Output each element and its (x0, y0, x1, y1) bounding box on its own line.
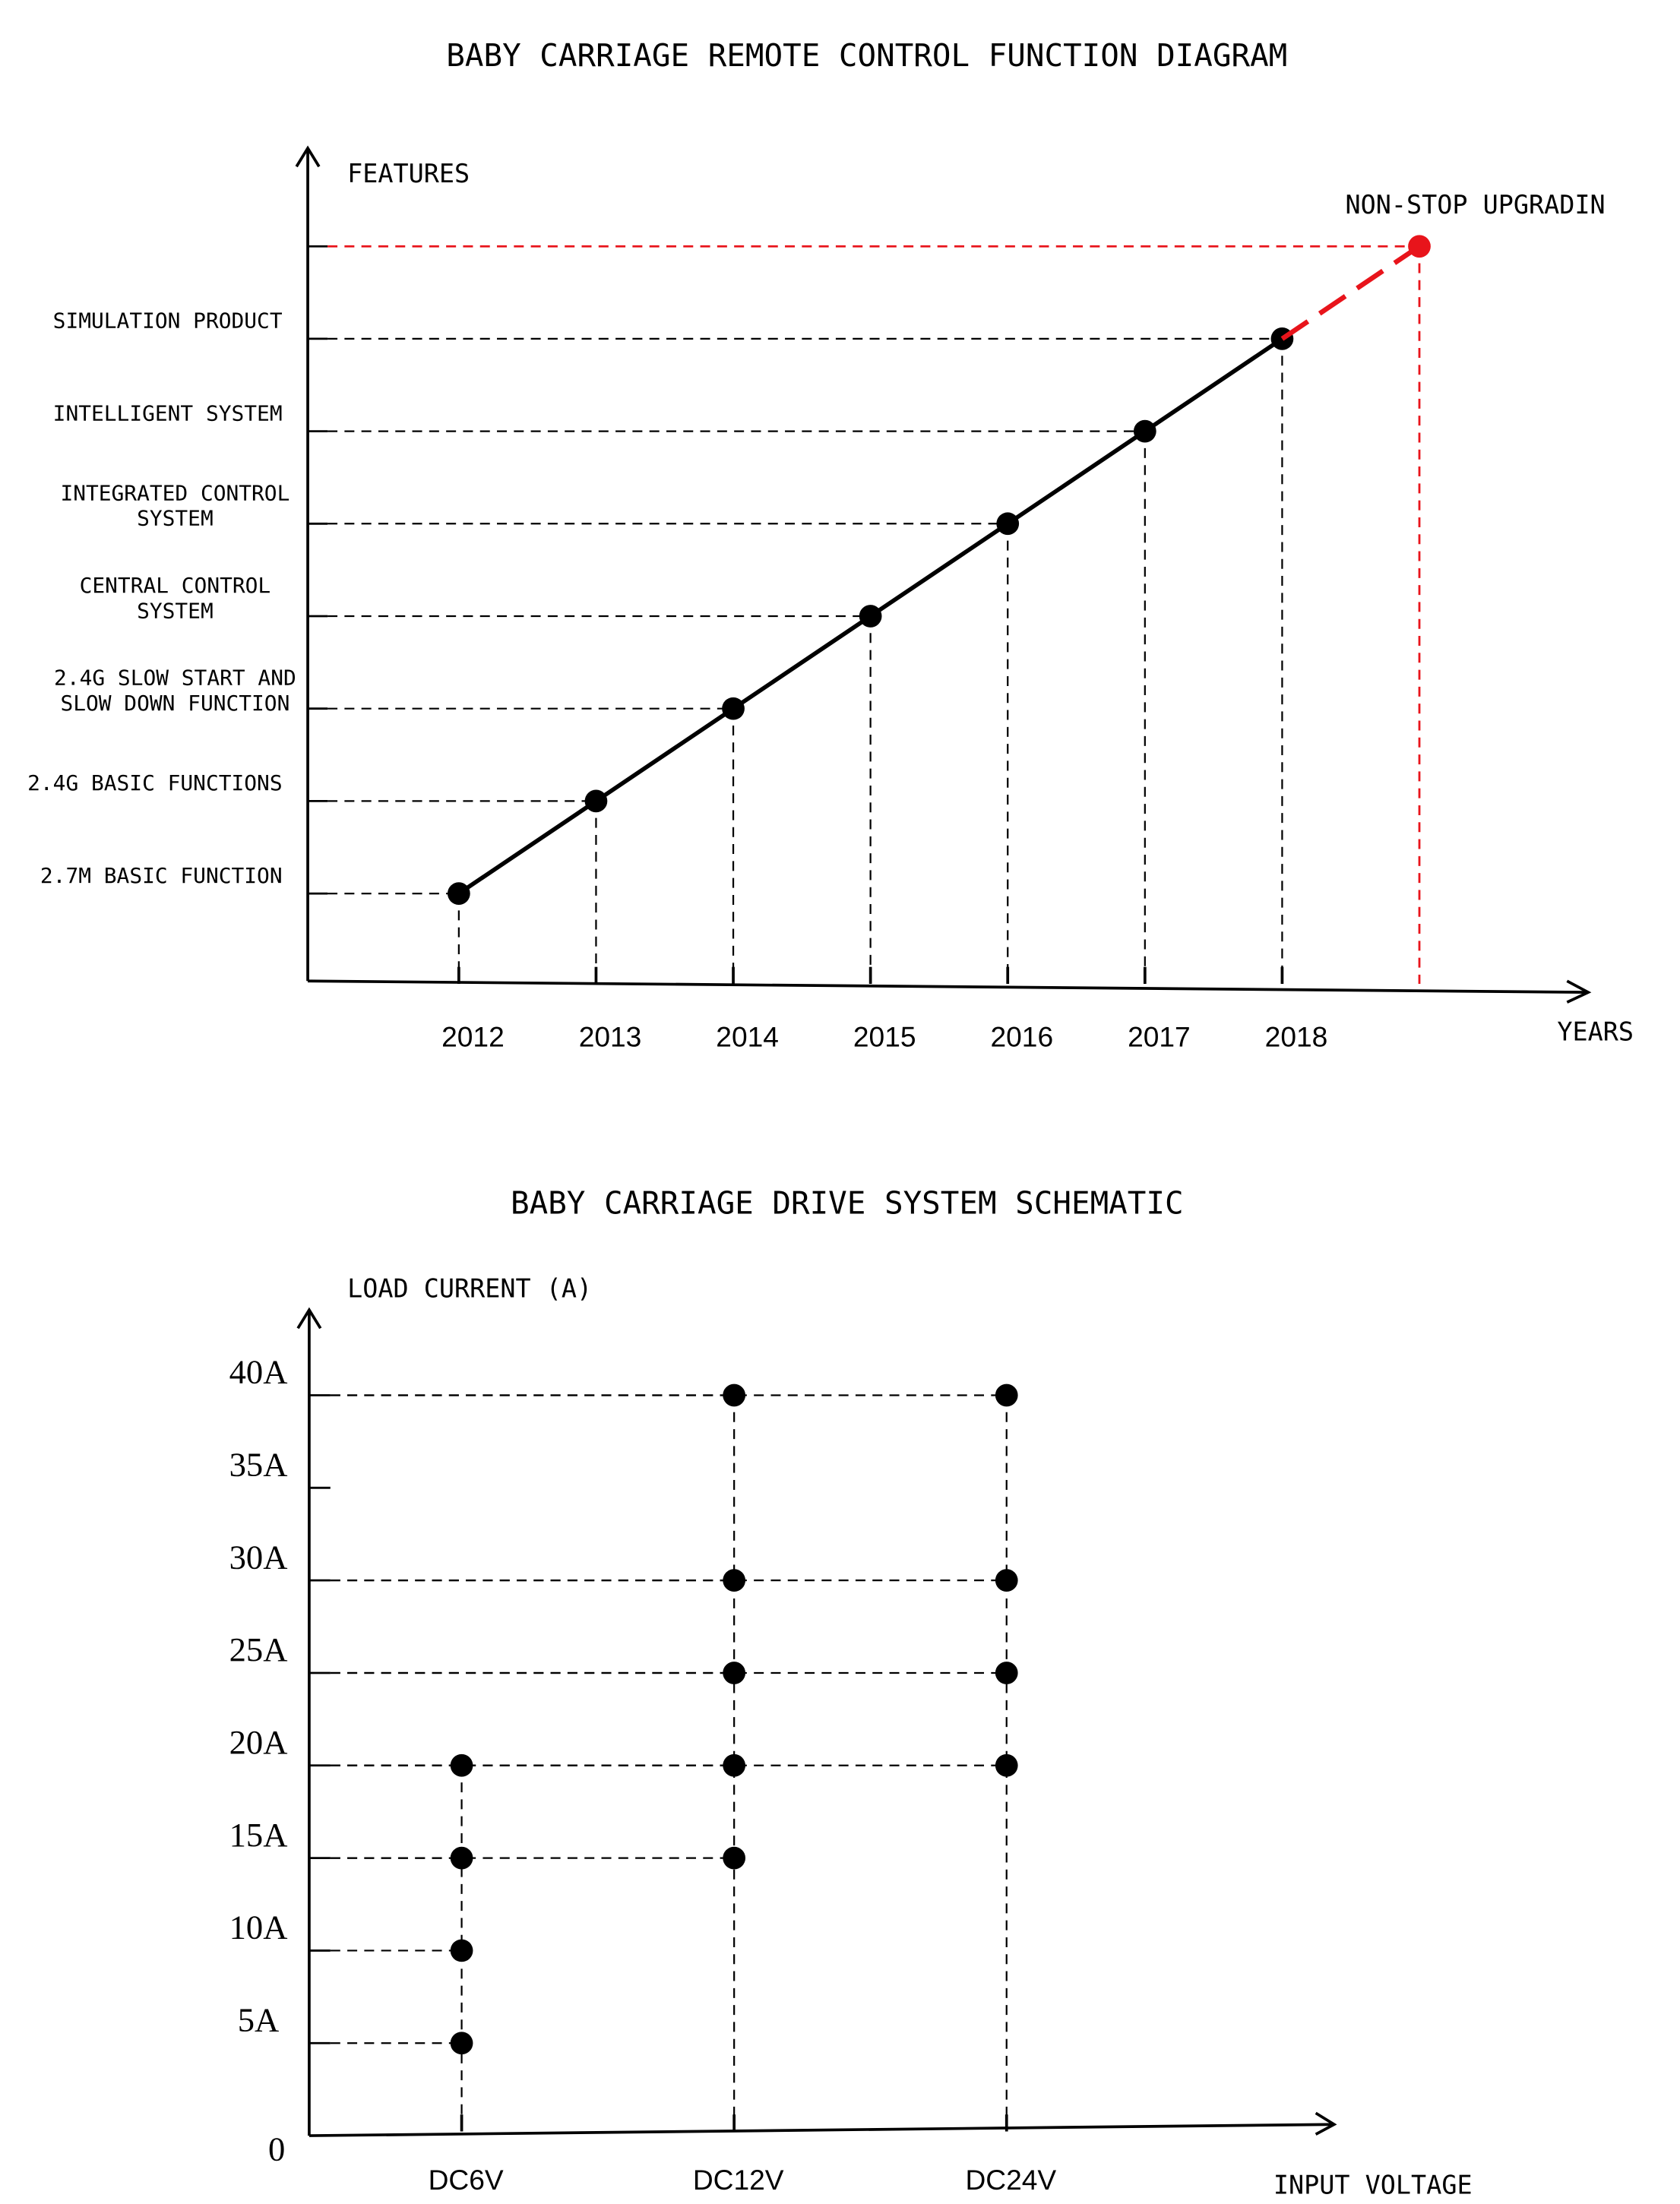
x-tick-label: 2017 (1128, 1020, 1191, 1052)
projection-line (1280, 244, 1421, 341)
y-tick-label: INTEGRATED CONTROL SYSTEM (60, 480, 289, 530)
milestone-point (722, 697, 745, 720)
current-point (450, 2032, 473, 2055)
current-point (450, 1753, 473, 1777)
y-tick-label: 0 (268, 2130, 285, 2168)
milestone-point (996, 512, 1020, 536)
x-tick-label: 2014 (716, 1020, 779, 1052)
chart-title: BABY CARRIAGE REMOTE CONTROL FUNCTION DI… (446, 37, 1287, 74)
chart-title: BABY CARRIAGE DRIVE SYSTEM SCHEMATIC (511, 1185, 1184, 1222)
y-tick-label: 35A (229, 1446, 288, 1484)
x-axis-label: YEARS (1557, 1017, 1634, 1047)
x-tick-label: DC12V (693, 2164, 784, 2196)
x-tick-label: 2018 (1265, 1020, 1328, 1052)
current-point (450, 1846, 473, 1870)
y-tick-label: 15A (229, 1816, 288, 1854)
current-point (995, 1753, 1018, 1777)
current-point (995, 1383, 1018, 1407)
y-tick-label: 2.7M BASIC FUNCTION (40, 863, 283, 888)
milestone-point (859, 605, 882, 628)
x-axis (308, 2123, 1334, 2137)
milestone-point (1133, 419, 1156, 443)
y-tick-label: 10A (229, 1908, 288, 1946)
y-tick-label: 5A (238, 2000, 279, 2038)
y-tick-label: 25A (229, 1630, 288, 1668)
current-point (995, 1662, 1018, 1684)
current-point (995, 1569, 1018, 1592)
milestone-point (584, 789, 608, 813)
y-tick-label: 40A (229, 1353, 288, 1391)
y-tick-label: SIMULATION PRODUCT (53, 308, 283, 334)
x-tick-label: 2015 (853, 1020, 916, 1052)
x-tick-label: 2016 (990, 1020, 1053, 1052)
current-point (723, 1662, 746, 1684)
axis-arrow (296, 1307, 322, 1330)
x-tick-label: 2013 (579, 1020, 642, 1052)
y-axis-label: LOAD CURRENT (A) (347, 1274, 592, 1304)
y-tick-label: 20A (229, 1723, 288, 1761)
x-axis (308, 979, 1589, 994)
y-tick-label: 2.4G SLOW START AND SLOW DOWN FUNCTION (54, 666, 296, 716)
current-point (450, 1939, 473, 1962)
y-tick-label: 30A (229, 1538, 288, 1576)
current-point (723, 1846, 746, 1870)
projection-point (1408, 235, 1431, 258)
axis-arrow (1566, 979, 1592, 1004)
y-tick-label: 2.4G BASIC FUNCTIONS (27, 770, 282, 795)
milestone-point (447, 882, 470, 905)
x-tick-label: 2012 (441, 1020, 505, 1052)
x-axis-label: INPUT VOLTAGE (1273, 2170, 1473, 2199)
y-tick-label: CENTRAL CONTROL SYSTEM (80, 573, 271, 623)
y-tick-label: INTELLIGENT SYSTEM (53, 400, 283, 425)
x-tick-label: DC6V (429, 2164, 504, 2196)
y-axis-label: FEATURES (347, 159, 470, 188)
axis-arrow (295, 145, 321, 168)
x-tick-label: DC24V (965, 2164, 1056, 2196)
annotation: NON-STOP UPGRADIN (1345, 190, 1605, 220)
current-point (723, 1569, 746, 1592)
current-point (723, 1383, 746, 1407)
current-point (723, 1753, 746, 1777)
axis-arrow (1315, 2111, 1337, 2136)
